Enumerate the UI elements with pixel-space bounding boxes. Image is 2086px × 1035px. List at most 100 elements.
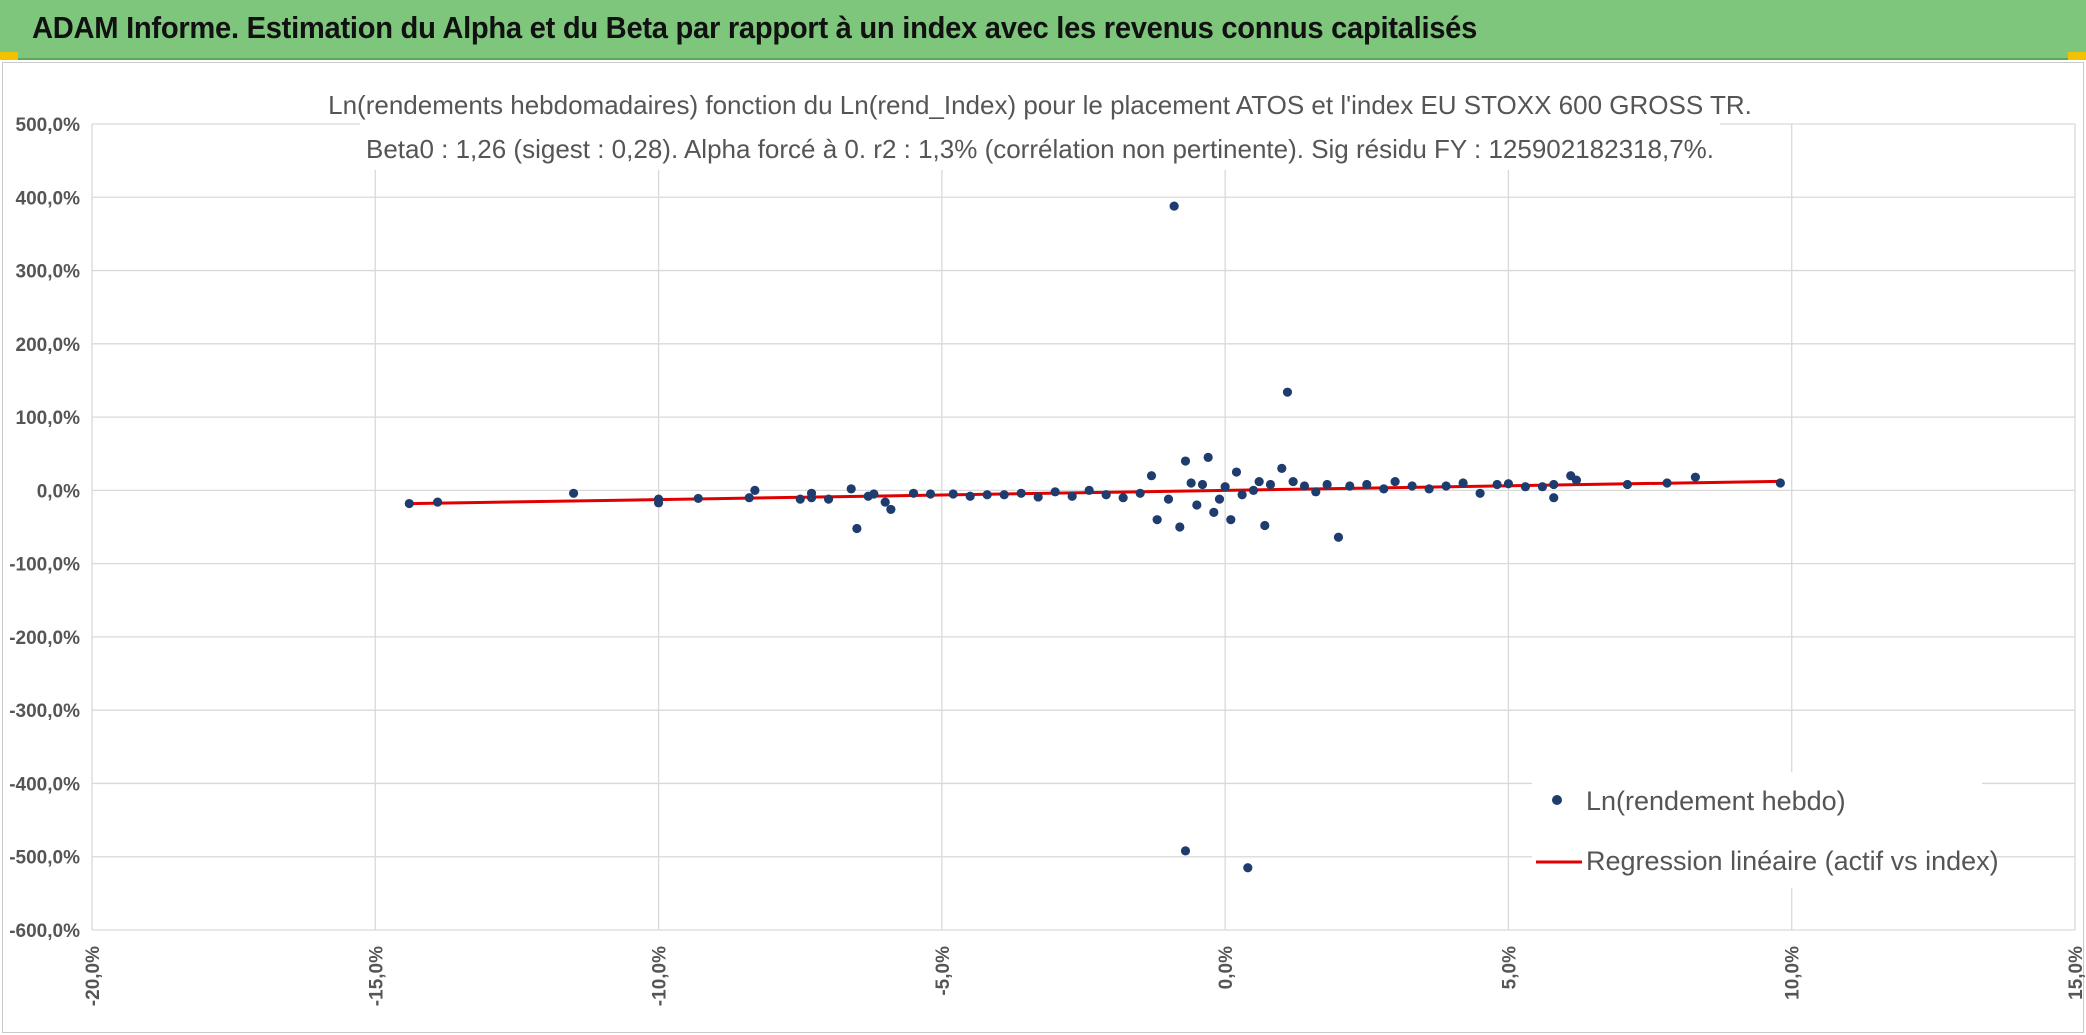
chart-grid [91,123,2076,931]
data-point [1226,515,1236,525]
data-point [880,497,890,507]
data-point [1288,476,1298,487]
y-tick-label: -200,0% [9,628,80,649]
y-tick-label: 300,0% [16,262,81,283]
x-tick-label: -20,0% [83,946,104,1006]
data-point [965,491,975,501]
data-point [1265,479,1276,490]
y-tick-label: 500,0% [16,115,81,136]
data-point [744,493,754,503]
title-background [360,84,1720,170]
data-point [1084,485,1094,495]
data-point [1214,494,1225,504]
x-tick-label: 10,0% [1783,946,1804,1000]
data-point [908,488,919,498]
chart-subtitle: Beta0 : 1,26 (sigest : 0,28). Alpha forc… [366,134,1714,164]
data-point [1277,463,1287,473]
y-tick-label: -500,0% [9,848,80,869]
data-point [1299,481,1310,491]
title-banner: ADAM Informe. Estimation du Alpha et du … [0,0,2086,60]
data-point [1146,471,1157,481]
data-point [1520,482,1531,492]
data-point [433,497,443,507]
data-point [1254,476,1264,487]
legend-scatter-label: Ln(rendement hebdo) [1586,786,1846,816]
data-point [1016,488,1026,498]
data-point [1441,481,1451,491]
data-point [852,523,862,534]
regression-line [409,479,1781,506]
y-tick-label: -300,0% [9,701,80,722]
y-tick-label: 100,0% [16,408,81,429]
corner-mark-left [0,52,18,60]
data-point [693,493,703,504]
data-point [1209,507,1219,517]
legend: Ln(rendement hebdo) Regression linéaire … [1532,772,1999,888]
data-point [750,485,760,495]
y-tick-label: 0,0% [37,481,80,502]
data-point [1345,481,1355,491]
data-point [1180,846,1191,856]
chart-frame [2,62,2084,1033]
x-tick-label: -10,0% [650,946,671,1006]
data-point [1775,478,1785,488]
data-point [404,498,414,509]
data-point [1260,520,1270,531]
data-point [886,504,896,515]
data-point [925,489,936,499]
data-point [1243,863,1253,873]
data-point [1192,500,1202,510]
data-point [1571,475,1582,485]
x-axis-ticks: -20,0% -15,0% -10,0% -5,0% 0,0% 5,0% 10,0% 15,0… [83,946,2086,1006]
data-point [795,494,805,504]
x-tick-label: 0,0% [1216,946,1237,989]
data-point [1537,482,1548,492]
data-point [1067,491,1077,501]
data-point [1379,484,1389,494]
x-tick-label: -5,0% [933,946,954,996]
data-point [1390,476,1400,487]
scatter-series [404,201,1785,873]
y-tick-label: -100,0% [9,555,80,576]
data-point [1549,479,1559,490]
data-point [1203,452,1213,462]
data-point [1163,494,1174,504]
data-point [1248,485,1259,495]
data-point [1220,482,1230,492]
data-point [1662,478,1672,488]
data-point [869,489,879,499]
data-point [1152,515,1162,525]
data-point [1175,522,1185,532]
data-point [1407,481,1417,491]
data-point [568,488,579,498]
x-tick-label: -15,0% [366,946,387,1006]
data-point [1475,488,1485,498]
data-point [1050,487,1060,497]
legend-background [1532,772,1982,888]
regression-series [409,479,1781,506]
corner-mark-right [2068,52,2086,60]
data-point [846,484,856,494]
data-point [999,490,1009,500]
y-axis-ticks: 500,0% 400,0% 300,0% 200,0% 100,0% 0,0% -100,0… [9,115,80,942]
data-point [1690,472,1700,482]
data-point [806,493,817,503]
data-point [1237,490,1247,500]
legend-regression-label: Regression linéaire (actif vs index) [1586,846,1999,876]
y-tick-label: -400,0% [9,774,80,795]
data-point [982,490,992,500]
data-point [653,494,664,504]
data-point [1118,493,1128,503]
data-point [1322,479,1332,490]
data-point [1282,387,1293,397]
data-point [1311,487,1321,497]
data-point [1622,479,1633,490]
chart-title: Ln(rendements hebdomadaires) fonction du… [328,90,1752,120]
data-point [1101,490,1111,500]
data-point [1180,456,1191,466]
data-point [1033,492,1043,502]
data-point [1503,479,1514,489]
data-point [1362,479,1372,490]
data-point [1169,201,1179,211]
